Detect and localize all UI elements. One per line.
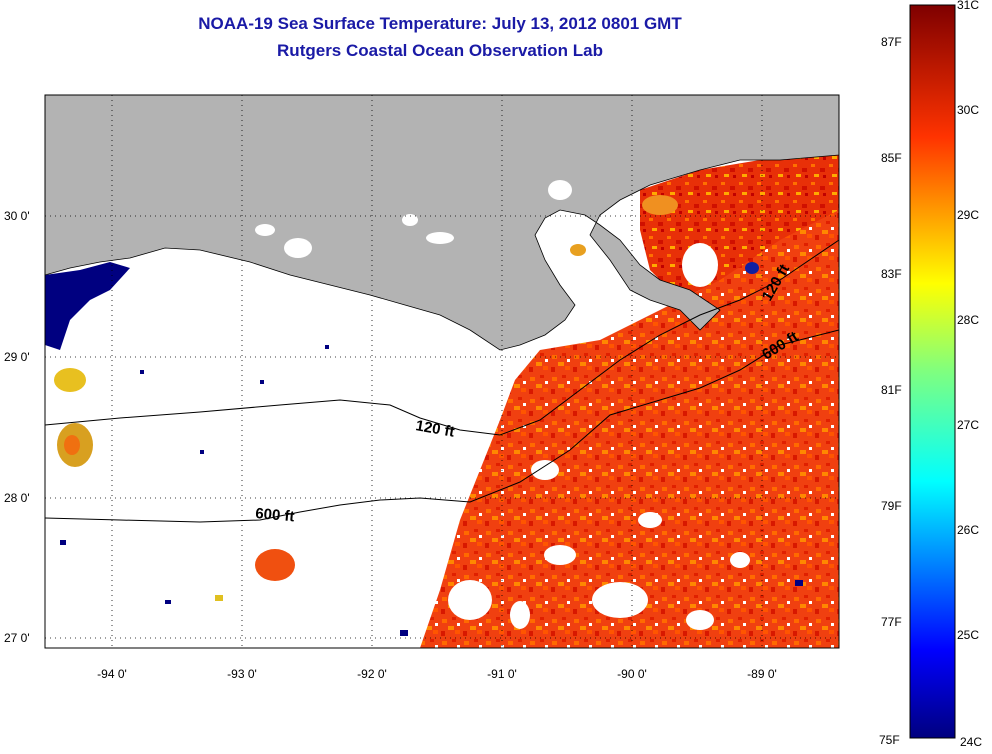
sst-warm-region (420, 200, 839, 648)
colorbar-celsius-label: 27C (957, 418, 980, 432)
land-mass (45, 95, 839, 351)
colorbar-celsius-label: 28C (957, 313, 980, 327)
contour-label: 120 ft (414, 417, 456, 441)
colorbar-fahrenheit-label: 83F (881, 267, 902, 281)
x-tick-label: -92 0' (357, 667, 387, 681)
x-tick-label: -93 0' (227, 667, 257, 681)
x-tick-label: -90 0' (617, 667, 647, 681)
map-frame (44, 94, 840, 649)
colorbar-celsius-label: 24C (960, 735, 983, 749)
y-tick-label: 30 0' (4, 209, 30, 223)
colorbar-fahrenheit-label: 85F (881, 151, 902, 165)
sst-cool-patches (45, 174, 803, 636)
y-tick-label: 27 0' (4, 631, 30, 645)
colorbar-fahrenheit-label: 75F (879, 733, 900, 747)
x-tick-label: -91 0' (487, 667, 517, 681)
colorbar-fahrenheit-label: 81F (881, 383, 902, 397)
colorbar-fahrenheit-label: 77F (881, 615, 902, 629)
colorbar-fahrenheit-label: 79F (881, 499, 902, 513)
cloud-patches (448, 243, 750, 630)
colorbar-celsius-label: 30C (957, 103, 980, 117)
x-tick-label: -89 0' (747, 667, 777, 681)
colorbar-celsius-label: 31C (957, 0, 980, 12)
colorbar-fahrenheit-label: 87F (881, 35, 902, 49)
colorbar-celsius-label: 29C (957, 208, 980, 222)
contour-label: 600 ft (255, 505, 296, 525)
y-tick-label: 28 0' (4, 491, 30, 505)
land-cloud (255, 180, 572, 258)
y-tick-label: 29 0' (4, 350, 30, 364)
colorbar (909, 4, 956, 739)
colorbar-celsius-label: 25C (957, 628, 980, 642)
graticule (45, 95, 839, 648)
colorbar-celsius-label: 26C (957, 523, 980, 537)
contour-120ft (45, 239, 839, 436)
map-title: NOAA-19 Sea Surface Temperature: July 13… (198, 14, 682, 33)
map-subtitle: Rutgers Coastal Ocean Observation Lab (277, 41, 603, 60)
depth-contours (45, 239, 839, 523)
x-tick-label: -94 0' (97, 667, 127, 681)
contour-600ft (45, 329, 839, 523)
